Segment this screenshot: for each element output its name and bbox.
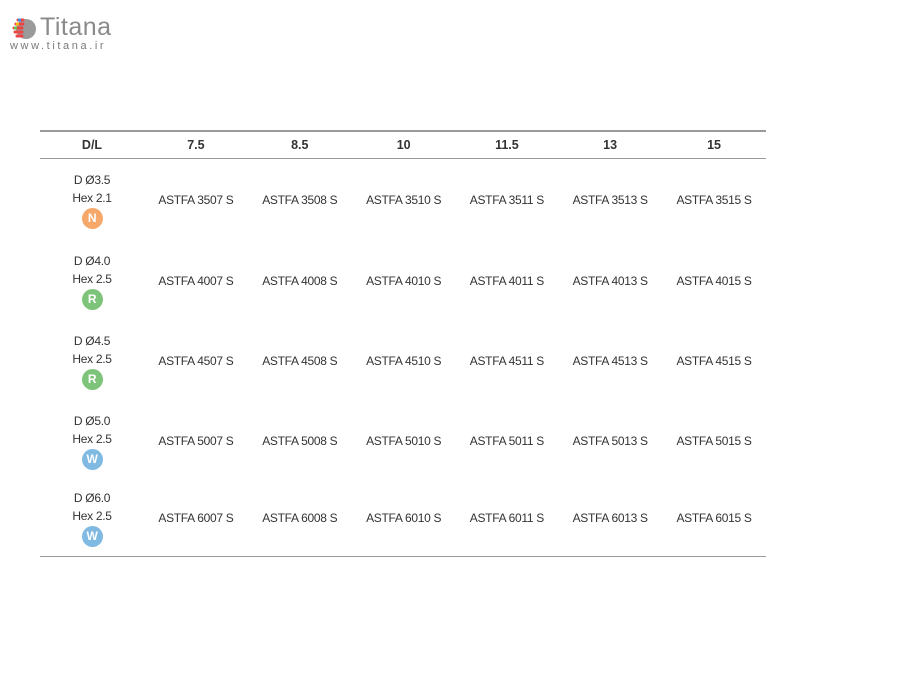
diameter: D Ø4.5 <box>73 333 111 348</box>
platform-badge: R <box>81 288 103 310</box>
product-code: ASTFA 6007 S <box>158 511 234 526</box>
platform-badge: N <box>81 207 103 229</box>
product-code: ASTFA 5015 S <box>676 433 752 448</box>
product-code: ASTFA 4015 S <box>676 273 752 288</box>
platform-badge: W <box>81 448 103 470</box>
diameter: D Ø3.5 <box>73 172 111 187</box>
product-table: D/L 7.5 8.5 10 11.5 13 15 D Ø3.5 Hex 2.1 N ASTFA … <box>40 130 766 557</box>
product-code: ASTFA 3513 S <box>572 192 648 207</box>
diameter: D Ø5.0 <box>73 413 111 428</box>
hex-size: Hex 2.5 <box>72 271 112 286</box>
product-code: ASTFA 4511 S <box>469 353 545 368</box>
table-row: D Ø4.0 Hex 2.5 R ASTFA 4007 S ASTFA 4008 S AS… <box>40 241 766 321</box>
logo-url: www.titana.ir <box>10 40 107 52</box>
product-code: ASTFA 6010 S <box>366 511 442 526</box>
product-code: ASTFA 4513 S <box>572 353 648 368</box>
product-code: ASTFA 4515 S <box>676 353 752 368</box>
platform-badge: W <box>81 526 103 548</box>
product-code: ASTFA 6008 S <box>262 511 338 526</box>
product-code: ASTFA 4508 S <box>262 353 338 368</box>
table-row: D Ø5.0 Hex 2.5 W ASTFA 5007 S ASTFA 5008 S AS… <box>40 401 766 481</box>
product-code: ASTFA 6011 S <box>469 511 545 526</box>
hex-size: Hex 2.5 <box>72 351 112 366</box>
dl-header: D/L <box>81 138 103 152</box>
column-header: 13 <box>603 138 618 152</box>
row-label: D Ø5.0 Hex 2.5 W <box>40 401 144 481</box>
table-row: D Ø3.5 Hex 2.1 N ASTFA 3507 S ASTFA 3508 S AS… <box>40 159 766 241</box>
logo-mark-icon <box>12 18 36 39</box>
diameter: D Ø4.0 <box>73 253 111 268</box>
column-header: 8.5 <box>291 138 309 152</box>
diameter: D Ø6.0 <box>73 491 111 506</box>
product-code: ASTFA 5007 S <box>158 433 234 448</box>
product-code: ASTFA 4011 S <box>469 273 545 288</box>
row-label: D Ø3.5 Hex 2.1 N <box>40 159 144 241</box>
row-label: D Ø4.5 Hex 2.5 R <box>40 321 144 401</box>
product-code: ASTFA 4008 S <box>262 273 338 288</box>
product-code: ASTFA 3510 S <box>366 192 442 207</box>
product-code: ASTFA 4010 S <box>366 273 442 288</box>
logo-name: Titana <box>40 13 112 41</box>
product-code: ASTFA 5011 S <box>469 433 545 448</box>
column-header: 7.5 <box>187 138 205 152</box>
product-code: ASTFA 5013 S <box>572 433 648 448</box>
column-header: 15 <box>707 138 721 152</box>
hex-size: Hex 2.5 <box>72 509 112 524</box>
product-code: ASTFA 4013 S <box>572 273 648 288</box>
product-code: ASTFA 3511 S <box>469 192 545 207</box>
table-row: D Ø4.5 Hex 2.5 R ASTFA 4507 S ASTFA 4508 S AS… <box>40 321 766 401</box>
product-code: ASTFA 3507 S <box>158 192 234 207</box>
product-code: ASTFA 5008 S <box>262 433 338 448</box>
product-code: ASTFA 3508 S <box>262 192 338 207</box>
product-code: ASTFA 4510 S <box>366 353 442 368</box>
table-row: D Ø6.0 Hex 2.5 W ASTFA 6007 S ASTFA 6008 S AS… <box>40 481 766 557</box>
row-label: D Ø4.0 Hex 2.5 R <box>40 241 144 321</box>
titana-logo: Titana www.titana.ir <box>8 12 128 56</box>
product-code: ASTFA 4007 S <box>158 273 234 288</box>
hex-size: Hex 2.5 <box>72 431 112 446</box>
column-header: 11.5 <box>495 138 519 152</box>
product-code: ASTFA 4507 S <box>158 353 234 368</box>
header-row: D/L 7.5 8.5 10 11.5 13 15 <box>40 131 766 159</box>
product-code: ASTFA 6013 S <box>572 511 648 526</box>
platform-badge: R <box>81 368 103 390</box>
product-code: ASTFA 3515 S <box>676 192 752 207</box>
product-code: ASTFA 5010 S <box>366 433 442 448</box>
column-header: 10 <box>396 138 411 152</box>
hex-size: Hex 2.1 <box>72 190 112 205</box>
row-label: D Ø6.0 Hex 2.5 W <box>40 481 144 557</box>
product-code: ASTFA 6015 S <box>676 511 752 526</box>
